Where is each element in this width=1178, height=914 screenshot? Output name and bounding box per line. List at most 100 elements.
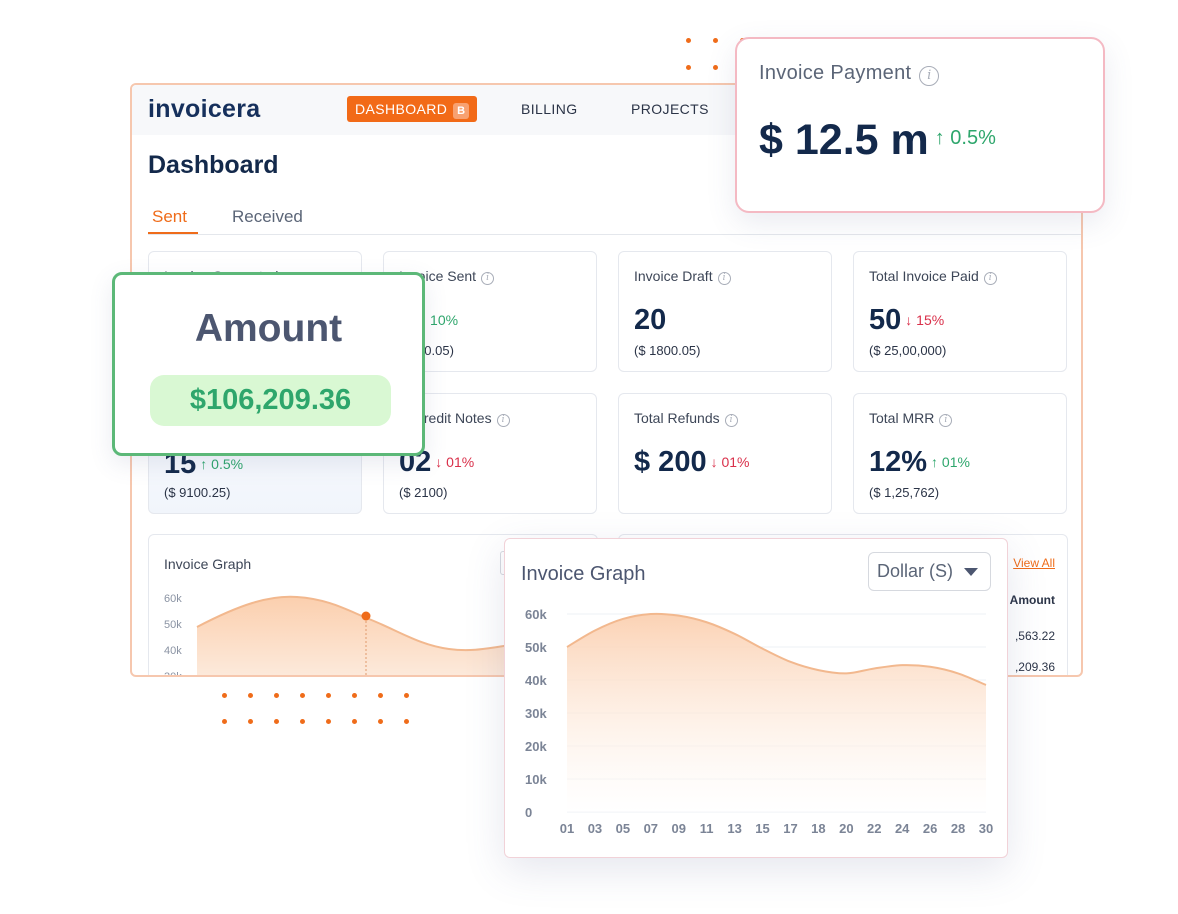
y-tick-label: 10k — [525, 772, 547, 787]
invoice-graph-card: 0 10k 20k 30k 40k 50k 60k 01 03 05 07 09 11 13 15 17 18 2… — [504, 538, 1008, 858]
caret-down-icon — [964, 568, 978, 576]
decorative-dot — [274, 719, 279, 724]
decorative-dot — [404, 719, 409, 724]
change-indicator: ↑ 01% — [931, 454, 970, 470]
invoice-payment-card: Invoice Payment i $ 12.5 m ↑ 0.5% — [735, 37, 1105, 213]
currency-select-value: Dollar (S) — [877, 561, 954, 581]
card-subvalue: ($ 25,00,000) — [869, 343, 947, 358]
data-point — [704, 619, 710, 625]
nav-item-dashboard[interactable]: DASHBOARD B — [347, 96, 478, 122]
data-point — [983, 682, 989, 688]
x-tick-label: 30 — [979, 821, 993, 836]
decorative-dot — [352, 719, 357, 724]
currency-select[interactable]: Dollar (S) — [868, 552, 991, 591]
y-tick-label: 40k — [164, 645, 182, 657]
decorative-dot — [686, 65, 691, 70]
change-indicator: ↓ 01% — [710, 454, 750, 470]
amount-cell: ,563.22 — [1014, 629, 1055, 643]
info-icon[interactable]: i — [939, 414, 953, 427]
data-point — [760, 646, 766, 652]
decorative-dot — [378, 719, 383, 724]
data-point — [592, 628, 598, 634]
decorative-dot — [713, 38, 718, 43]
card-invoice-draft[interactable]: Invoice Draft i 20 ($ 1800.05) — [618, 251, 832, 372]
tab-received[interactable]: Received — [232, 207, 303, 226]
tab-sent[interactable]: Sent — [152, 207, 187, 226]
data-point — [648, 611, 654, 617]
decorative-dot — [248, 719, 253, 724]
info-icon[interactable]: i — [481, 272, 495, 285]
y-tick-label: 0 — [525, 805, 532, 820]
change-indicator: ↑ 0.5% — [200, 456, 244, 472]
invoice-area-chart: 0 10k 20k 30k 40k 50k 60k 01 03 05 07 09 11 13 15 17 18 2… — [525, 607, 993, 836]
page-title: Dashboard — [148, 151, 279, 179]
nav-item-projects[interactable]: PROJECTS — [631, 101, 709, 117]
decorative-dot — [713, 65, 718, 70]
x-tick-label: 05 — [616, 821, 630, 836]
y-tick-label: 60k — [164, 593, 182, 605]
info-icon[interactable]: i — [496, 414, 510, 427]
change-indicator: ↑ 0.5% — [934, 127, 996, 149]
nav-badge: B — [453, 103, 470, 119]
decorative-dot — [222, 693, 227, 698]
x-tick-label: 18 — [811, 821, 825, 836]
card-value: 50 — [869, 304, 902, 336]
card-title: Total MRR — [869, 410, 935, 426]
decorative-dot — [222, 719, 227, 724]
amount-cell: ,209.36 — [1014, 660, 1055, 674]
data-point — [927, 664, 933, 670]
card-title: Total Refunds — [634, 410, 720, 426]
x-tick-label: 15 — [755, 821, 769, 836]
card-subvalue: ($ 1800.05) — [634, 343, 701, 358]
amount-title: Amount — [194, 307, 343, 350]
decorative-dot — [300, 693, 305, 698]
card-total-invoice-paid[interactable]: Total Invoice Paid i 50 ↓ 15% ($ 25,00,000… — [853, 251, 1067, 372]
card-title: Invoice Draft — [634, 268, 713, 284]
change-indicator: ↑ 10% — [419, 312, 459, 328]
x-tick-label: 22 — [867, 821, 881, 836]
data-point — [787, 659, 793, 665]
card-value: 12% — [869, 446, 928, 478]
y-tick-label: 50k — [164, 619, 182, 631]
view-all-link[interactable]: View All — [1013, 556, 1055, 570]
decorative-dot — [274, 693, 279, 698]
x-tick-label: 09 — [671, 821, 685, 836]
card-value: $ 200 — [634, 446, 707, 478]
y-tick-label: 60k — [525, 607, 547, 622]
amount-value: $106,209.36 — [150, 375, 391, 426]
series-line — [566, 612, 987, 686]
x-tick-label: 07 — [644, 821, 658, 836]
card-total-mrr[interactable]: Total MRR i 12% ↑ 01% ($ 1,25,762) — [853, 393, 1067, 514]
info-icon[interactable]: i — [724, 414, 738, 427]
card-subvalue: ($ 9100.25) — [164, 485, 231, 500]
x-tick-label: 03 — [588, 821, 602, 836]
card-value: 20 — [634, 304, 667, 336]
decorative-dot — [326, 693, 331, 698]
data-point — [955, 670, 961, 676]
data-point — [732, 631, 738, 637]
invoicera-logo[interactable]: invoicera — [148, 95, 261, 123]
nav-item-billing[interactable]: BILLING — [521, 101, 578, 117]
decorative-dot — [352, 693, 357, 698]
change-indicator: ↓ 01% — [435, 454, 475, 470]
panel-title: Invoice Graph — [164, 556, 252, 572]
x-tick-label: 26 — [923, 821, 937, 836]
decorative-dot — [404, 693, 409, 698]
card-subvalue: ($ 1,25,762) — [869, 485, 940, 500]
x-tick-label: 17 — [783, 821, 797, 836]
tabs: Sent Received — [148, 205, 1081, 235]
x-tick-label: 28 — [951, 821, 965, 836]
amount-column-header: Amount — [1009, 593, 1055, 607]
change-indicator: ↓ 15% — [905, 312, 945, 328]
info-icon[interactable]: i — [919, 66, 940, 86]
y-tick-label: 30k — [525, 706, 547, 721]
info-icon[interactable]: i — [983, 272, 997, 285]
x-tick-label: 20 — [839, 821, 853, 836]
data-point — [564, 644, 570, 650]
x-tick-label: 24 — [895, 821, 910, 836]
info-icon[interactable]: i — [717, 272, 731, 285]
decorative-dot — [326, 719, 331, 724]
decorative-dot — [248, 693, 253, 698]
x-tick-label: 11 — [700, 821, 714, 836]
card-total-refunds[interactable]: Total Refunds i $ 200 ↓ 01% — [618, 393, 832, 514]
